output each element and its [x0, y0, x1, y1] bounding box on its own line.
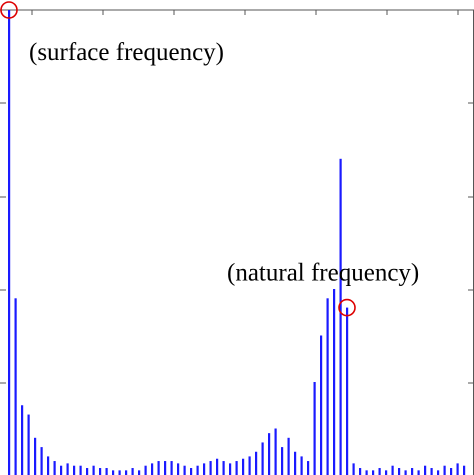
- bar-8: [60, 465, 63, 475]
- bar-57: [378, 468, 381, 475]
- bar-60: [398, 468, 401, 475]
- bar-65: [430, 468, 433, 475]
- bar-36: [242, 458, 245, 475]
- peak-marker-0: [0, 1, 18, 19]
- bar-63: [417, 470, 420, 475]
- bar-41: [274, 428, 277, 475]
- bar-3: [27, 414, 30, 475]
- bar-69: [456, 463, 459, 475]
- peak-markers: [0, 1, 356, 317]
- bar-70: [463, 465, 466, 475]
- bar-16: [112, 470, 115, 475]
- bar-1: [14, 298, 17, 475]
- bar-33: [222, 461, 225, 475]
- bar-49: [326, 298, 329, 475]
- bar-27: [183, 465, 186, 475]
- bar-17: [118, 470, 121, 475]
- bar-7: [53, 461, 56, 475]
- bar-35: [235, 461, 238, 475]
- bar-45: [300, 456, 303, 475]
- bar-20: [138, 470, 141, 475]
- bar-58: [385, 470, 388, 475]
- bar-4: [34, 437, 37, 475]
- bar-51: [339, 158, 342, 475]
- bar-24: [164, 461, 167, 475]
- bar-52: [346, 307, 349, 475]
- plot-axes: [0, 9, 474, 475]
- bar-34: [229, 463, 232, 475]
- bar-32: [216, 458, 219, 475]
- bar-55: [365, 470, 368, 475]
- bar-26: [177, 463, 180, 475]
- bar-2: [21, 405, 24, 475]
- bar-6: [47, 456, 50, 475]
- bar-18: [125, 470, 128, 475]
- bar-44: [294, 451, 297, 475]
- bar-5: [40, 447, 43, 475]
- bar-47: [313, 382, 316, 475]
- peak-marker-1: [338, 298, 356, 317]
- bar-14: [99, 468, 102, 475]
- bar-61: [404, 470, 407, 475]
- bar-46: [307, 461, 310, 475]
- bar-64: [424, 465, 427, 475]
- annotation-surface-frequency: (surface frequency): [29, 39, 224, 66]
- bar-15: [105, 468, 108, 475]
- spectrum-bars: [8, 10, 466, 475]
- bar-13: [92, 465, 95, 475]
- bar-29: [196, 465, 199, 475]
- annotation-natural-frequency: (natural frequency): [227, 260, 419, 287]
- bar-0: [8, 10, 11, 475]
- bar-21: [144, 465, 147, 475]
- bar-39: [261, 442, 264, 475]
- bar-48: [320, 335, 323, 475]
- bar-9: [66, 463, 69, 475]
- bar-42: [281, 447, 284, 475]
- bar-54: [359, 468, 362, 475]
- bar-10: [73, 465, 76, 475]
- bar-31: [209, 461, 212, 475]
- bar-56: [372, 470, 375, 475]
- bar-66: [437, 470, 440, 475]
- bar-37: [248, 456, 251, 475]
- bar-12: [86, 468, 89, 475]
- bar-28: [190, 468, 193, 475]
- bar-23: [157, 461, 160, 475]
- bar-30: [203, 463, 206, 475]
- bar-53: [352, 463, 355, 475]
- bar-40: [268, 433, 271, 475]
- bar-25: [170, 461, 173, 475]
- bar-50: [333, 289, 336, 475]
- bar-38: [255, 451, 258, 475]
- bar-67: [443, 465, 446, 475]
- bar-19: [131, 468, 134, 475]
- bar-43: [287, 437, 290, 475]
- bar-62: [411, 468, 414, 475]
- bar-68: [450, 468, 453, 475]
- bar-11: [79, 465, 82, 475]
- bar-22: [151, 463, 154, 475]
- bar-59: [391, 465, 394, 475]
